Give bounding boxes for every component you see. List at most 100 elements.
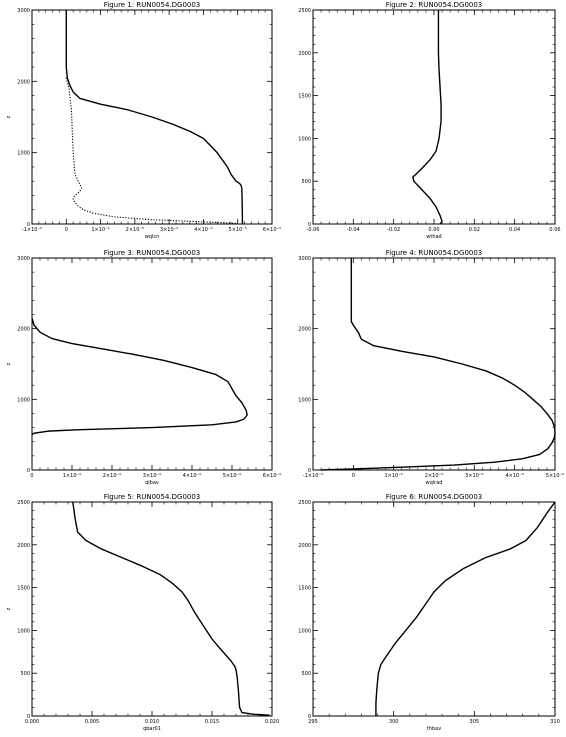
x-tick-label: 0.04 xyxy=(509,227,520,233)
y-tick-label: 1000 xyxy=(298,628,311,634)
y-tick-label: 0 xyxy=(27,468,30,474)
x-tick-label: 2×10⁻⁵ xyxy=(425,473,443,479)
x-tick-label: 310 xyxy=(550,719,560,725)
plot-frame xyxy=(312,501,556,717)
chart-panel-5: Figure 5: RUN0054.DG0003 0.000 0.005 0.010 0… xyxy=(6,493,279,732)
chart-panel-3: Figure 3: RUN0054.DG0003 0 1×10⁻⁵ 2×10⁻⁵ 3×1… xyxy=(6,249,281,486)
x-axis-label: wqlrad xyxy=(426,480,443,486)
y-axis-label: z xyxy=(6,362,12,365)
y-tick-label: 3000 xyxy=(298,256,311,262)
x-axis-label: thbav xyxy=(427,726,441,732)
x-axis-label: wqlcn xyxy=(145,234,160,240)
plot-frame xyxy=(312,9,556,225)
x-tick-label: 6×10⁻⁵ xyxy=(263,227,281,233)
x-tick-label: 0 xyxy=(30,473,33,479)
x-axis-label: qlbav xyxy=(145,480,159,486)
chart-panel-1: Figure 1: RUN0054.DG0003-1×10⁻⁵ 0 1×10⁻⁵ 2×… xyxy=(6,1,281,240)
y-tick-label: 3000 xyxy=(17,256,30,262)
plot-frame xyxy=(312,257,556,471)
y-tick-label: 2000 xyxy=(298,51,311,57)
y-tick-label: 2000 xyxy=(298,327,311,333)
x-tick-label: 2×10⁻⁵ xyxy=(126,227,144,233)
y-tick-label: 1000 xyxy=(17,628,30,634)
x-tick-label: 5×10⁻⁵ xyxy=(223,473,241,479)
plot-frame xyxy=(31,257,273,471)
y-tick-label: 0 xyxy=(27,714,30,720)
y-tick-label: 2000 xyxy=(17,79,30,85)
x-tick-label: 305 xyxy=(470,719,480,725)
y-axis-label: z xyxy=(6,115,12,118)
x-tick-label: 2×10⁻⁵ xyxy=(103,473,121,479)
x-tick-label: 3×10⁻⁵ xyxy=(465,473,483,479)
series-line-1 xyxy=(321,258,556,471)
y-tick-label: 2000 xyxy=(17,543,30,549)
plot-frame xyxy=(31,9,273,225)
chart-title: Figure 2: RUN0054.DG0003 xyxy=(386,1,483,9)
x-tick-label: 0.020 xyxy=(265,719,279,725)
y-tick-label: 2500 xyxy=(298,500,311,506)
x-tick-label: 0.06 xyxy=(549,227,560,233)
chart-panel-4: Figure 4: RUN0054.DG0003-1×10⁻⁵ 0 1×10⁻⁵ 2×… xyxy=(298,249,564,486)
y-tick-label: 1000 xyxy=(17,151,30,157)
y-tick-label: 0 xyxy=(308,468,311,474)
x-tick-label: 1×10⁻⁵ xyxy=(91,227,109,233)
y-axis-label: z xyxy=(6,607,12,610)
x-tick-label: 3×10⁻⁵ xyxy=(143,473,161,479)
x-tick-label: 1×10⁻⁵ xyxy=(63,473,81,479)
y-tick-label: 3000 xyxy=(17,8,30,14)
x-tick-label: 4×10⁻⁵ xyxy=(505,473,523,479)
x-tick-label: -1×10⁻⁵ xyxy=(303,473,323,479)
y-tick-label: 1500 xyxy=(298,94,311,100)
x-tick-label: -0.06 xyxy=(307,227,320,233)
series-line-2 xyxy=(65,77,238,224)
y-tick-label: 500 xyxy=(20,671,30,677)
y-tick-label: 2000 xyxy=(17,327,30,333)
y-tick-label: 500 xyxy=(301,671,311,677)
chart-title: Figure 1: RUN0054.DG0003 xyxy=(104,1,201,9)
y-tick-label: 2000 xyxy=(298,543,311,549)
chart-panel-2: Figure 2: RUN0054.DG0003 -0.06 -0.04 -0.02 0… xyxy=(298,1,560,240)
y-tick-label: 1000 xyxy=(298,136,311,142)
x-tick-label: 6×10⁻⁵ xyxy=(263,473,281,479)
y-tick-label: 1500 xyxy=(17,586,30,592)
y-tick-label: 1000 xyxy=(298,397,311,403)
y-tick-label: 1000 xyxy=(17,397,30,403)
x-tick-label: 0.010 xyxy=(145,719,159,725)
series-line-1 xyxy=(412,10,443,225)
series-line-1 xyxy=(65,10,244,225)
x-tick-label: 0.00 xyxy=(428,227,439,233)
x-tick-label: -0.02 xyxy=(387,227,400,233)
x-axis-label: wthad xyxy=(426,234,441,240)
chart-title: Figure 5: RUN0054.DG0003 xyxy=(104,493,201,501)
x-tick-label: 0.02 xyxy=(469,227,480,233)
x-tick-label: 0.015 xyxy=(205,719,219,725)
y-tick-label: 0 xyxy=(27,222,30,228)
y-tick-label: 2500 xyxy=(17,500,30,506)
y-tick-label: 1500 xyxy=(298,586,311,592)
x-tick-label: 1×10⁻⁵ xyxy=(384,473,402,479)
chart-title: Figure 3: RUN0054.DG0003 xyxy=(104,249,201,257)
y-tick-label: 500 xyxy=(301,179,311,185)
x-tick-label: -1×10⁻⁵ xyxy=(22,227,42,233)
x-tick-label: 5×10⁻⁵ xyxy=(546,473,564,479)
series-line-1 xyxy=(31,317,248,436)
x-tick-label: 0 xyxy=(352,473,355,479)
plot-frame xyxy=(31,501,273,717)
x-tick-label: -0.04 xyxy=(347,227,360,233)
x-tick-label: 4×10⁻⁵ xyxy=(194,227,212,233)
chart-title: Figure 6: RUN0054.DG0003 xyxy=(386,493,483,501)
y-tick-label: 2500 xyxy=(298,8,311,14)
y-tick-label: 0 xyxy=(308,714,311,720)
x-tick-label: 0.005 xyxy=(85,719,99,725)
x-tick-label: 300 xyxy=(389,719,399,725)
x-tick-label: 5×10⁻⁵ xyxy=(229,227,247,233)
x-tick-label: 4×10⁻⁵ xyxy=(183,473,201,479)
x-tick-label: 0.000 xyxy=(25,719,39,725)
x-axis-label: qbar01 xyxy=(143,726,161,732)
x-tick-label: 0 xyxy=(65,227,68,233)
series-line-1 xyxy=(375,501,556,716)
chart-panel-6: Figure 6: RUN0054.DG0003 295 300 305 310 0 500… xyxy=(298,493,560,732)
chart-title: Figure 4: RUN0054.DG0003 xyxy=(386,249,483,257)
y-tick-label: 0 xyxy=(308,222,311,228)
